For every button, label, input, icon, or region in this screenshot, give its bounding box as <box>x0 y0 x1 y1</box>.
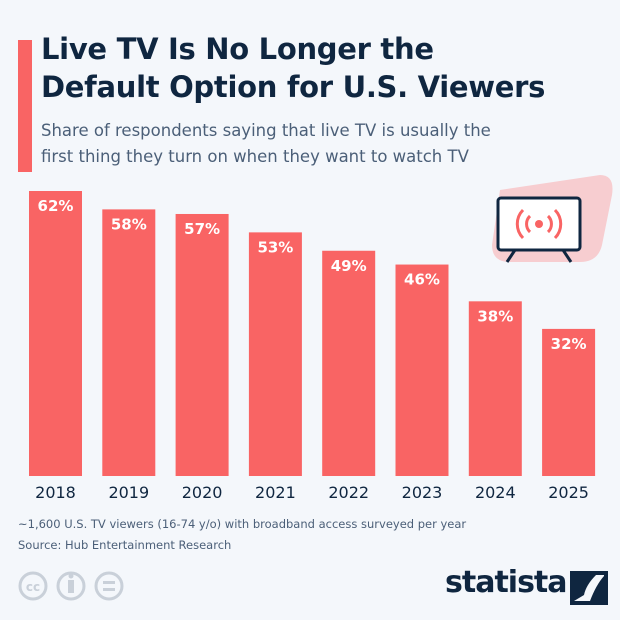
data-label: 53% <box>257 238 293 256</box>
bar-2023 <box>395 264 449 476</box>
bar-2024 <box>468 301 522 476</box>
subtitle-line: first thing they turn on when they want … <box>41 147 469 166</box>
x-tick-label: 2021 <box>255 483 296 502</box>
data-label: 38% <box>477 307 513 325</box>
title-line: Default Option for U.S. Viewers <box>41 70 546 104</box>
x-tick-label: 2022 <box>328 483 369 502</box>
statista-logo[interactable]: statista <box>445 565 568 600</box>
source[interactable]: Source: Hub Entertainment Research <box>18 538 232 552</box>
title-accent-bar <box>18 40 32 172</box>
data-label: 58% <box>111 215 147 233</box>
bar-2025 <box>542 328 596 476</box>
x-tick-label: 2024 <box>475 483 516 502</box>
data-label: 32% <box>551 335 587 353</box>
bar-2019 <box>102 209 156 477</box>
x-tick-label: 2019 <box>108 483 149 502</box>
footnote: ~1,600 U.S. TV viewers (16-74 y/o) with … <box>18 517 467 531</box>
chart-subtitle: Share of respondents saying that live TV… <box>41 118 491 170</box>
data-label: 49% <box>331 257 367 275</box>
x-tick-label: 2018 <box>35 483 76 502</box>
bar-2021 <box>248 232 302 476</box>
live-tv-broadcast-icon <box>492 175 613 263</box>
x-tick-label: 2025 <box>548 483 589 502</box>
x-tick-label: 2023 <box>402 483 443 502</box>
x-tick-label: 2020 <box>182 483 223 502</box>
data-label: 62% <box>38 197 74 215</box>
title-line: Live TV Is No Longer the <box>41 32 434 66</box>
bar-2018 <box>29 191 82 476</box>
bar-2022 <box>322 250 376 476</box>
chart-title: Live TV Is No Longer the Default Option … <box>41 30 545 106</box>
data-label: 57% <box>184 220 220 238</box>
subtitle-line: Share of respondents saying that live TV… <box>41 121 491 140</box>
data-label: 46% <box>404 271 440 289</box>
bar-2020 <box>175 213 229 476</box>
